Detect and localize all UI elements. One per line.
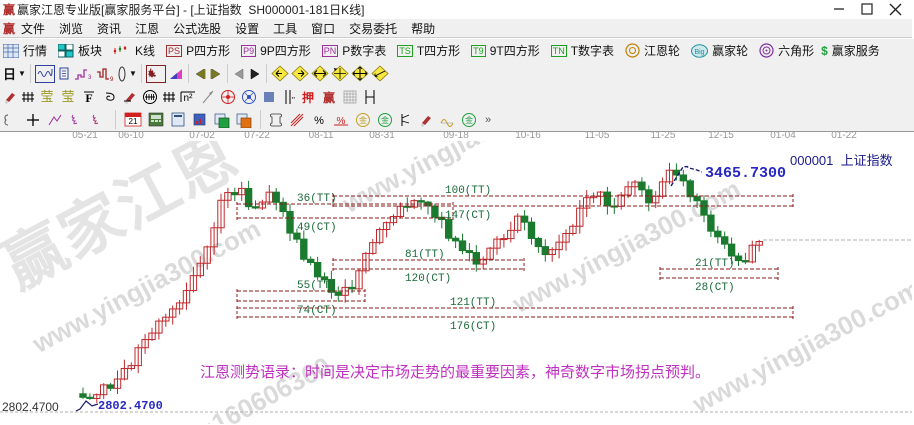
- svg-text:49(CT): 49(CT): [297, 222, 337, 234]
- svg-text:莹: 莹: [61, 89, 74, 104]
- svg-text:81(TT): 81(TT): [405, 249, 445, 261]
- svg-text:21: 21: [129, 117, 138, 126]
- svg-text:%: %: [314, 115, 324, 127]
- svg-text:36(TT): 36(TT): [297, 193, 337, 205]
- svg-text:147(CT): 147(CT): [445, 210, 491, 222]
- svg-text:121(TT): 121(TT): [450, 297, 496, 309]
- svg-text:金: 金: [465, 115, 473, 125]
- svg-text:押: 押: [302, 90, 314, 105]
- svg-text:F: F: [85, 91, 92, 105]
- svg-text:000001 上证指数: 000001 上证指数: [790, 153, 893, 168]
- svg-text:21(TT): 21(TT): [695, 258, 735, 270]
- svg-text:莹: 莹: [40, 89, 53, 104]
- svg-text:3465.7300: 3465.7300: [705, 165, 786, 182]
- svg-text:55(TT): 55(TT): [297, 280, 337, 292]
- svg-text:176(CT): 176(CT): [450, 321, 496, 333]
- svg-text:金: 金: [359, 115, 367, 125]
- svg-text:金: 金: [381, 115, 389, 125]
- svg-text:74(CT): 74(CT): [297, 305, 337, 317]
- svg-text:2802.4700: 2802.4700: [98, 399, 163, 413]
- svg-text:Big: Big: [695, 49, 705, 56]
- svg-text:100(TT): 100(TT): [445, 185, 491, 197]
- svg-text:3: 3: [88, 75, 92, 81]
- svg-text:9: 9: [110, 77, 114, 82]
- svg-text:赢: 赢: [323, 90, 335, 105]
- svg-text:": ": [292, 96, 295, 105]
- svg-text:120(CT): 120(CT): [405, 273, 451, 285]
- svg-text:n²: n²: [184, 93, 194, 104]
- svg-text:江恩测势语录：时间是决定市场走势的最重要因素，神奇数字市场拐: 江恩测势语录：时间是决定市场走势的最重要因素，神奇数字市场拐点预判。: [200, 364, 710, 381]
- svg-text:28(CT): 28(CT): [695, 282, 735, 294]
